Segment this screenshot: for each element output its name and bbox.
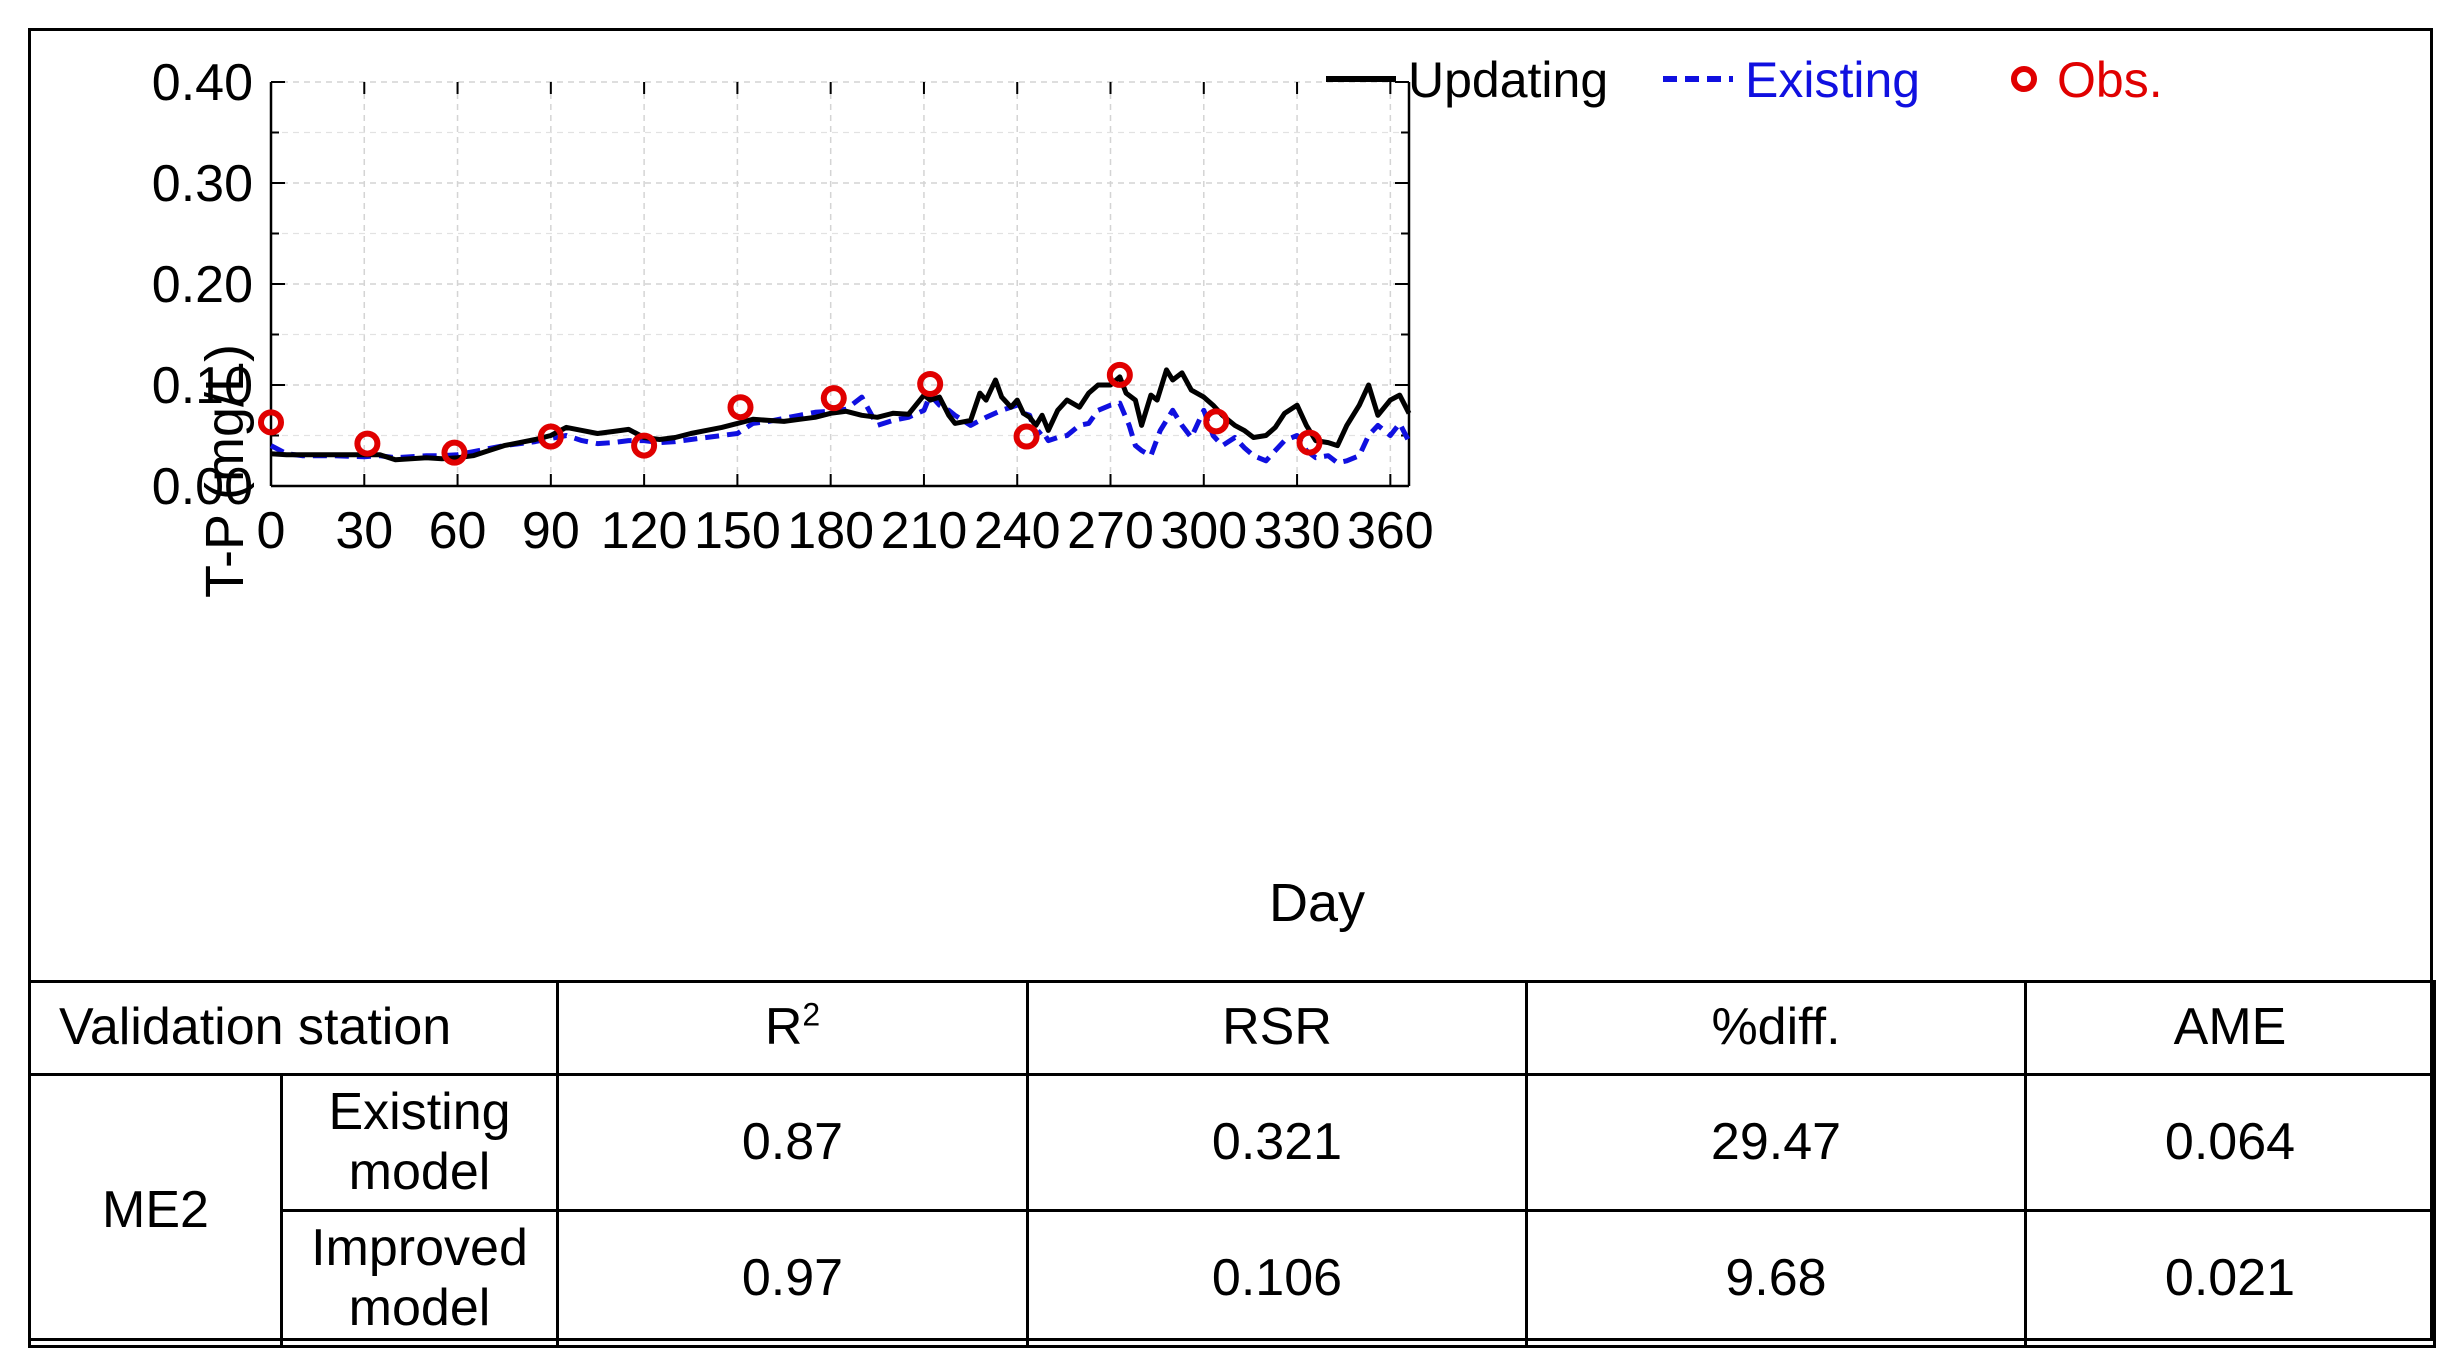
pdiff-value: 29.47 — [1525, 1073, 2027, 1212]
header-r2-label: R — [764, 998, 803, 1057]
r2-value: 0.87 — [556, 1073, 1029, 1212]
obs-point — [727, 394, 754, 421]
legend-existing-label: Existing — [1745, 52, 1920, 108]
chart: 0 30 60 90 120 150 180 210 240 270 300 330 360 0.00 0.… — [152, 52, 2163, 933]
y-tick-label: 0.30 — [152, 155, 253, 213]
x-tick-label: 300 — [1160, 502, 1247, 560]
obs-point — [354, 430, 381, 457]
obs-point — [820, 385, 847, 412]
legend-obs-label: Obs. — [2057, 52, 2163, 108]
x-tick-label: 240 — [974, 502, 1061, 560]
header-r2: R2 — [556, 980, 1029, 1076]
ame-value: 0.064 — [2024, 1073, 2436, 1212]
obs-point — [441, 439, 468, 466]
header-validation-station: Validation station — [28, 980, 559, 1076]
x-tick-label: 60 — [429, 502, 487, 560]
observation-layer — [258, 361, 1323, 466]
model-name-line1: Improved — [311, 1218, 528, 1277]
obs-point — [1013, 423, 1040, 450]
x-tick-label: 330 — [1254, 502, 1341, 560]
legend: Updating Existing Obs. — [1326, 52, 2163, 108]
x-tick-label: 0 — [257, 502, 286, 560]
obs-point — [1296, 429, 1323, 456]
rsr-value: 0.106 — [1026, 1209, 1528, 1348]
header-ame: AME — [2024, 980, 2436, 1076]
grid-layer — [271, 81, 1409, 486]
header-pdiff: %diff. — [1525, 980, 2027, 1076]
y-tick-label: 0.40 — [152, 54, 253, 112]
model-name-line1: Existing — [328, 1082, 511, 1141]
y-tick-label: 0.00 — [152, 458, 253, 516]
y-tick-label: 0.20 — [152, 256, 253, 314]
obs-point — [258, 409, 284, 436]
series-layer — [269, 367, 1412, 466]
legend-obs-marker — [2011, 66, 2037, 92]
table-header-row: Validation station R2 RSR %diff. AME — [28, 980, 2436, 1076]
x-tick-label: 150 — [694, 502, 781, 560]
pdiff-value: 9.68 — [1525, 1209, 2027, 1348]
obs-point — [1203, 408, 1230, 435]
table-row: ME2 Existing model 0.87 0.321 29.47 0.064 — [28, 1073, 2436, 1348]
x-tick-label: 180 — [787, 502, 874, 560]
x-tick-label: 360 — [1347, 502, 1434, 560]
ame-value: 0.021 — [2024, 1209, 2436, 1348]
x-tick-label: 120 — [601, 502, 688, 560]
validation-table: Validation station R2 RSR %diff. AME ME2… — [28, 980, 2436, 1348]
station-cell: ME2 — [28, 1073, 283, 1348]
obs-point — [537, 423, 564, 450]
header-r2-superscript: 2 — [802, 996, 821, 1033]
x-tick-label: 210 — [881, 502, 968, 560]
header-rsr: RSR — [1026, 980, 1528, 1076]
rsr-value: 0.321 — [1026, 1073, 1528, 1212]
model-name-line2: model — [348, 1278, 491, 1337]
model-cell: Improved model — [280, 1209, 559, 1348]
legend-updating-label: Updating — [1408, 52, 1608, 108]
obs-point — [631, 432, 658, 459]
obs-point — [917, 370, 944, 397]
y-axis-title: T-P (mg/L) — [195, 344, 255, 598]
x-tick-label: 90 — [522, 502, 580, 560]
series-line-updating — [270, 367, 1412, 463]
r2-value: 0.97 — [556, 1209, 1029, 1348]
table-row: Improved model 0.97 0.106 9.68 0.021 — [30, 1209, 2436, 1348]
x-tick-label: 30 — [335, 502, 393, 560]
axes-layer — [269, 81, 1411, 488]
x-tick-label: 270 — [1067, 502, 1154, 560]
y-tick-label: 0.10 — [152, 357, 253, 415]
model-name-line2: model — [348, 1142, 491, 1201]
obs-point — [1106, 361, 1133, 388]
model-cell: Existing model — [280, 1073, 559, 1212]
tick-label-layer: 0 30 60 90 120 150 180 210 240 270 300 330 360 0.00 0.… — [152, 54, 1434, 560]
x-axis-title: Day — [1269, 873, 1365, 933]
